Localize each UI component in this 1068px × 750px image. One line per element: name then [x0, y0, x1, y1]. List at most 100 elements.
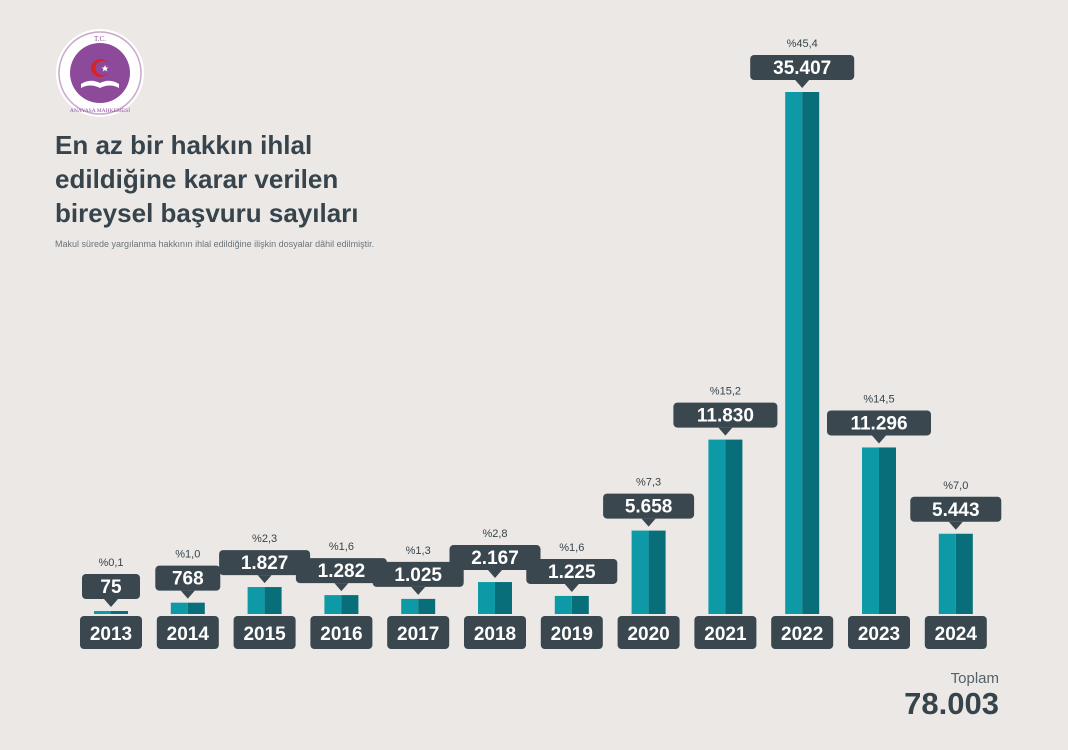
year-label-box: [464, 616, 526, 649]
value-label-box: [526, 558, 618, 584]
year-label: 2019: [551, 624, 593, 645]
total-label: Toplam: [950, 670, 999, 687]
year-label: 2024: [935, 624, 978, 645]
year-label-box: [540, 616, 603, 649]
value-label-pointer: [641, 518, 656, 527]
bar-shade: [648, 530, 666, 614]
year-label-box: [617, 616, 680, 649]
value-label-pointer: [180, 590, 195, 599]
value-label-box: [827, 410, 931, 436]
logo-text-bottom: ANAYASA MAHKEMESİ: [70, 107, 130, 114]
percent-label: %0,1: [98, 557, 123, 569]
value-label-pointer: [564, 583, 579, 592]
bar: [324, 595, 342, 614]
bar-shade: [571, 595, 589, 614]
year-label-box: [387, 616, 450, 649]
value-label: 11.296: [850, 413, 907, 434]
value-label-box: [750, 55, 855, 80]
bar: [247, 587, 265, 614]
value-label-box: [910, 496, 1002, 522]
value-label: 1.282: [318, 561, 366, 582]
total-value: 78.003: [904, 686, 999, 721]
year-label: 2020: [627, 624, 669, 645]
value-label: 1.225: [548, 562, 596, 583]
value-label: 768: [172, 569, 204, 590]
value-label-pointer: [872, 435, 886, 444]
year-label: 2022: [781, 624, 823, 645]
value-label: 2.167: [471, 548, 519, 569]
bar: [94, 611, 111, 614]
value-label-box: [219, 550, 311, 576]
percent-label: %7,3: [636, 477, 661, 489]
bar-shade: [341, 595, 359, 614]
bar-shade: [879, 447, 896, 614]
percent-label: %1,3: [406, 545, 431, 557]
value-label-pointer: [948, 521, 963, 530]
value-label-box: [372, 561, 464, 587]
percent-label: %15,2: [710, 386, 741, 398]
year-label: 2017: [397, 624, 439, 645]
court-logo: T.C. ANAYASA MAHKEMESİ: [55, 28, 145, 118]
value-label-pointer: [104, 599, 118, 607]
bar: [631, 530, 649, 614]
value-label: 1.827: [241, 553, 289, 574]
year-label: 2023: [858, 624, 900, 645]
value-label-pointer: [257, 575, 272, 584]
percent-label: %14,5: [863, 393, 894, 405]
year-label-box: [80, 616, 142, 649]
bar-shade: [955, 533, 973, 614]
year-label-box: [694, 616, 757, 649]
year-label: 2015: [243, 624, 286, 645]
value-label-pointer: [795, 80, 810, 88]
bar: [554, 595, 572, 614]
bar-shade: [495, 582, 512, 614]
star-icon: [101, 65, 109, 72]
year-label: 2021: [704, 624, 747, 645]
year-label: 2014: [167, 624, 210, 645]
percent-label: %2,3: [252, 533, 277, 545]
percent-label: %1,6: [559, 542, 584, 554]
year-label: 2013: [90, 624, 132, 645]
value-label: 11.830: [697, 406, 754, 427]
percent-label: %1,0: [175, 549, 200, 561]
value-label-box: [295, 558, 387, 584]
chart-subtitle: Makul sürede yargılanma hakkının ihlal e…: [55, 239, 375, 249]
value-label: 75: [100, 577, 122, 598]
bar: [478, 582, 495, 614]
bar-shade: [418, 598, 436, 614]
value-label: 35.407: [773, 58, 831, 79]
bar-shade: [802, 92, 820, 614]
value-label: 1.025: [394, 565, 442, 586]
value-label-box: [82, 574, 140, 599]
year-label-box: [233, 616, 296, 649]
year-label-box: [848, 616, 910, 649]
chart-title: En az bir hakkın ihlal edildiğine karar …: [55, 130, 359, 228]
value-label-box: [449, 545, 541, 571]
value-label-pointer: [334, 583, 349, 592]
year-label-box: [156, 616, 219, 649]
percent-label: %7,0: [943, 480, 968, 492]
value-label-box: [603, 493, 695, 519]
percent-label: %1,6: [329, 541, 354, 553]
bar: [401, 598, 419, 614]
year-label-box: [924, 616, 987, 649]
book-icon: [81, 80, 119, 88]
value-label: 5.658: [625, 497, 673, 518]
value-label-pointer: [718, 427, 733, 436]
value-label-pointer: [488, 570, 502, 579]
percent-label: %45,4: [787, 38, 818, 50]
value-label: 5.443: [932, 500, 980, 521]
value-label-box: [673, 402, 778, 428]
year-label-box: [771, 616, 834, 649]
bar: [170, 602, 188, 614]
value-label-box: [155, 565, 221, 591]
logo-text-top: T.C.: [94, 35, 106, 43]
bar: [785, 92, 803, 614]
bar-chart: 75 %0,1 2013 768 %1,0 2014 1.827 %2,3 2015 1.282%…: [80, 38, 1002, 649]
value-label-pointer: [411, 586, 426, 595]
year-label: 2018: [474, 624, 516, 645]
year-label-box: [310, 616, 373, 649]
bar: [862, 447, 879, 614]
bar-shade: [264, 587, 282, 614]
bar-shade: [187, 602, 205, 614]
